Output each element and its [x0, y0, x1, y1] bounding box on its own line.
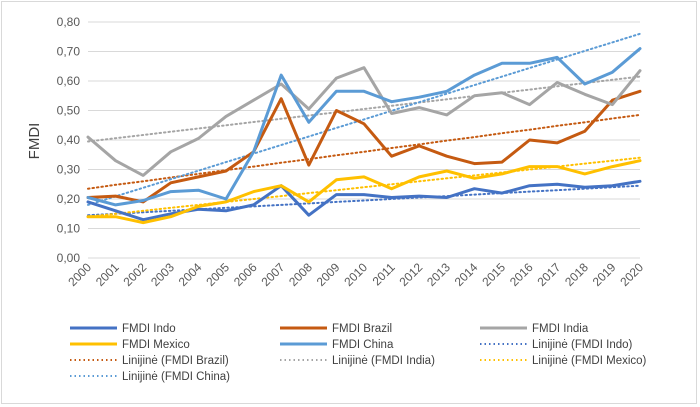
series-line-fmdi-india — [86, 66, 642, 177]
y-axis-label: FMDI — [26, 123, 43, 160]
x-tick-label: 2016 — [507, 260, 536, 289]
series-lines — [86, 32, 642, 225]
y-tick-label: 0,30 — [57, 163, 81, 177]
legend-label: FMDI Indo — [122, 323, 176, 335]
x-tick-label: 2015 — [479, 260, 508, 289]
y-tick-label: 0,70 — [57, 45, 81, 59]
x-tick-label: 2004 — [176, 260, 205, 289]
legend: FMDI Indo FMDI Brazil FMDI India FMDI Mexic… — [70, 323, 647, 383]
legend-label: FMDI India — [532, 323, 589, 335]
y-tick-label: 0,60 — [57, 74, 81, 88]
y-tick-label: 0,50 — [57, 104, 81, 118]
x-tick-label: 2014 — [452, 260, 481, 289]
x-tick-label: 2017 — [535, 260, 564, 289]
series-line-linijin-fmdi-china — [87, 32, 641, 206]
x-tick-label: 2007 — [259, 260, 288, 289]
x-tick-label: 2018 — [562, 260, 591, 289]
y-tick-label: 0,00 — [57, 251, 81, 265]
legend-label: Linijinė (FMDI Indo) — [532, 339, 633, 351]
x-tick-label: 2019 — [590, 260, 619, 289]
y-tick-labels: 0,00 0,10 0,20 0,30 0,40 0,50 0,60 0,70 0,80 — [57, 15, 81, 265]
series-line-linijin-fmdi-indo — [87, 184, 641, 217]
series-line-linijin-fmdi-india — [87, 75, 641, 143]
x-tick-label: 2011 — [370, 260, 398, 288]
x-tick-label: 2001 — [93, 260, 122, 289]
legend-label: FMDI Mexico — [122, 339, 190, 351]
gridlines — [88, 21, 640, 259]
x-tick-label: 2013 — [424, 260, 453, 289]
legend-label: Linijinė (FMDI Mexico) — [532, 355, 647, 367]
series-line-fmdi-china — [86, 47, 642, 207]
legend-label: FMDI Brazil — [332, 323, 392, 335]
x-tick-label: 2012 — [397, 260, 426, 289]
x-tick-label: 2005 — [203, 260, 232, 289]
x-tick-label: 2010 — [341, 260, 370, 289]
y-tick-label: 0,40 — [57, 133, 81, 147]
legend-label: Linijinė (FMDI India) — [332, 355, 435, 367]
y-tick-label: 0,10 — [57, 222, 81, 236]
x-tick-label: 2006 — [231, 260, 260, 289]
series-line-linijin-fmdi-brazil — [87, 113, 641, 190]
x-tick-label: 2009 — [314, 260, 343, 289]
x-tick-label: 2020 — [617, 260, 646, 289]
x-tick-label: 2003 — [148, 260, 177, 289]
x-tick-labels: 2000200120022003200420052006200720082009… — [65, 260, 646, 289]
y-tick-label: 0,20 — [57, 192, 81, 206]
series-line-fmdi-mexico — [86, 159, 642, 225]
x-tick-label: 2002 — [121, 260, 150, 289]
series-line-fmdi-brazil — [86, 89, 642, 204]
legend-label: Linijinė (FMDI Brazil) — [122, 355, 229, 367]
legend-label: Linijinė (FMDI China) — [122, 371, 230, 383]
y-tick-label: 0,80 — [57, 15, 81, 29]
x-tick-label: 2008 — [286, 260, 315, 289]
legend-label: FMDI China — [332, 339, 394, 351]
